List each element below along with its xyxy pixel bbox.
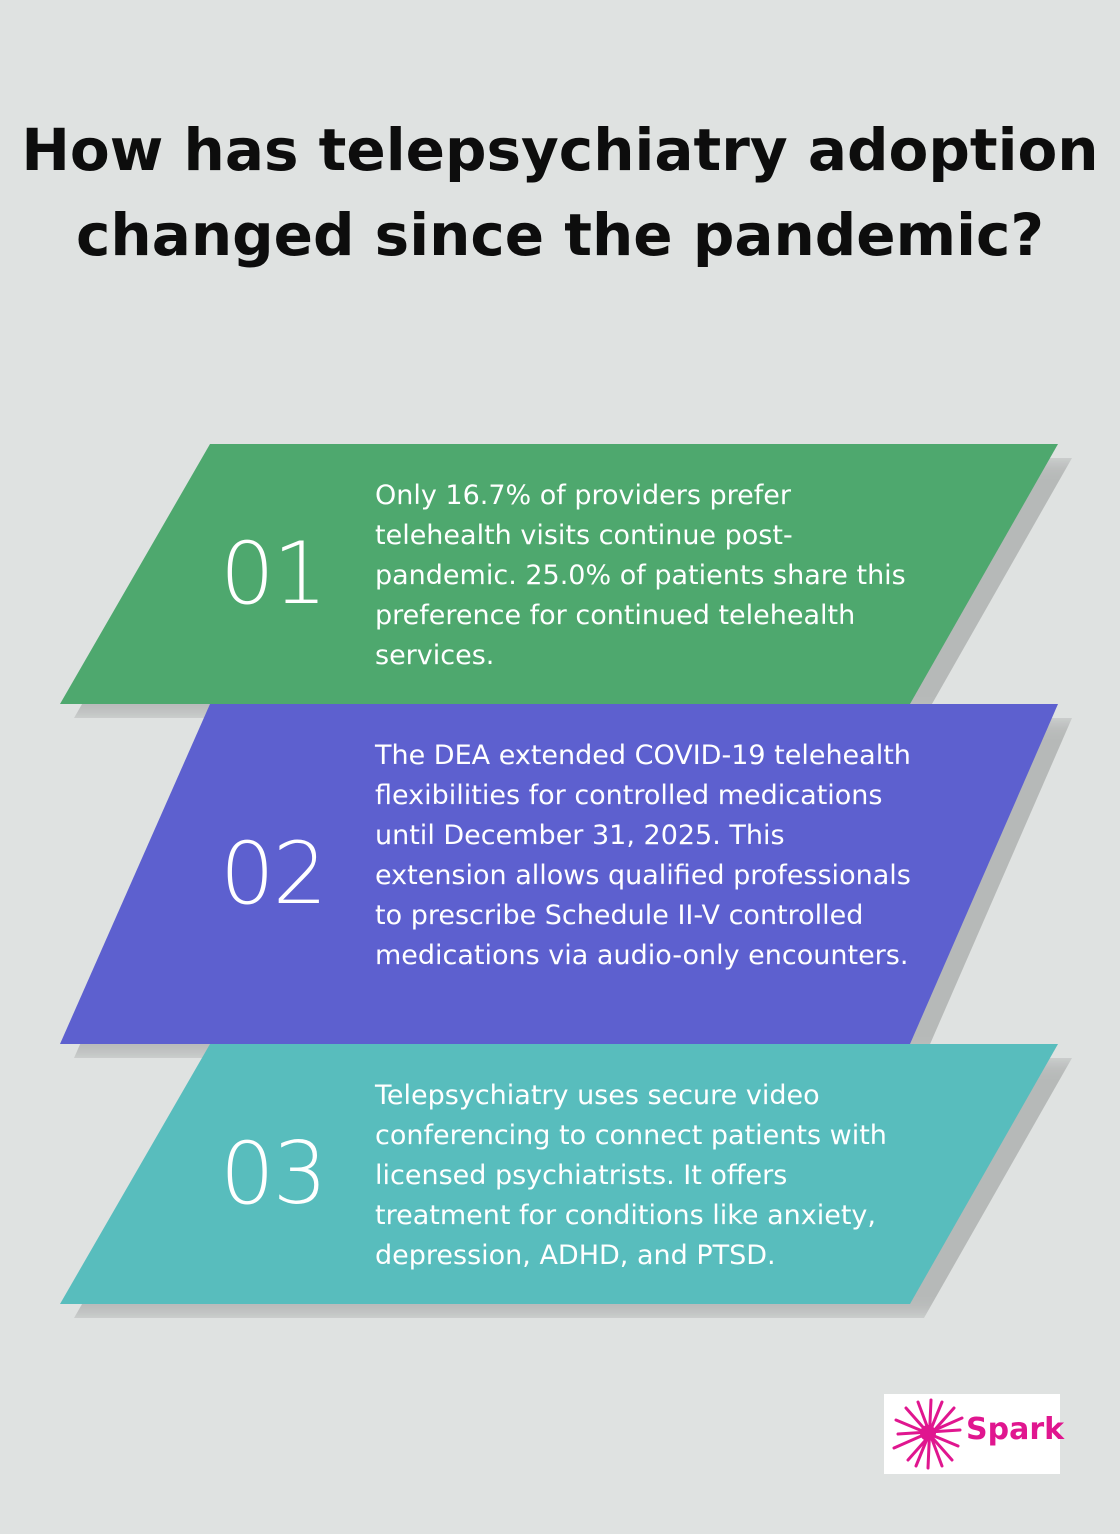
step-2-background	[60, 704, 1058, 1044]
step-text: Telepsychiatry uses secure video confere…	[375, 1080, 887, 1271]
step-text: Only 16.7% of providers prefer telehealt…	[375, 480, 906, 671]
step-number: 03	[220, 1124, 327, 1224]
step-2: 02 The DEA extended COVID-19 telehealth …	[0, 704, 1120, 1058]
step-text: The DEA extended COVID-19 telehealth fle…	[375, 740, 911, 971]
step-number: 01	[220, 524, 327, 624]
page-title: How has telepsychiatry adoption changed …	[21, 116, 1099, 269]
step-3-background	[60, 1044, 1058, 1304]
starburst-icon	[892, 1398, 964, 1470]
spark-logo: Spark	[884, 1394, 1064, 1474]
logo-text: Spark	[966, 1412, 1065, 1447]
step-number: 02	[220, 824, 327, 924]
step-3: 03 Telepsychiatry uses secure video conf…	[0, 1044, 1120, 1318]
step-1: 01 Only 16.7% of providers prefer telehe…	[0, 444, 1120, 718]
step-1-background	[60, 444, 1058, 704]
